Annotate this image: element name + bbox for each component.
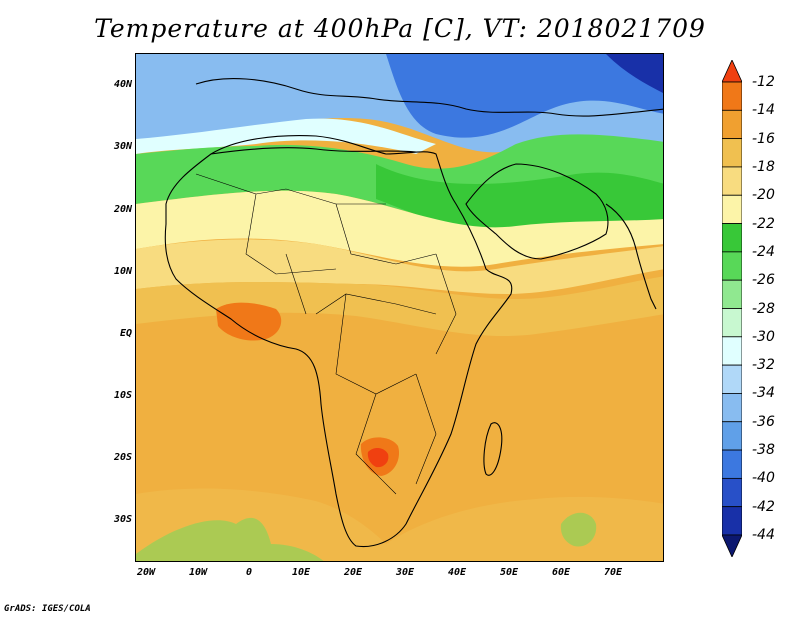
colorbar-box xyxy=(722,336,742,366)
field-hot-center xyxy=(367,448,389,468)
lat-tick-eq: EQ xyxy=(119,328,132,339)
lon-tick-60e: 60E xyxy=(551,567,571,578)
lat-tick-10s: 10S xyxy=(113,390,132,401)
lat-tick-40n: 40N xyxy=(113,79,132,90)
country-borders xyxy=(195,173,457,495)
chart-title: Temperature at 400hPa [C], VT: 201802170… xyxy=(94,14,706,43)
colorbar-box xyxy=(722,251,742,281)
colorbar-label: -14 xyxy=(752,102,775,119)
field-yellow-south xyxy=(136,488,663,561)
colorbar-label: -36 xyxy=(752,413,775,430)
field-paleyellow xyxy=(136,190,663,267)
colorbar-box xyxy=(722,308,742,338)
colorbar-box xyxy=(722,421,742,451)
colorbar-box xyxy=(722,477,742,508)
field-corner-navy xyxy=(606,54,663,93)
colorbar-label: -32 xyxy=(752,357,775,374)
field-north-darkblue xyxy=(386,54,663,138)
lon-tick-30e: 30E xyxy=(395,567,415,578)
colorbar-label: -34 xyxy=(752,385,775,402)
madagascar-coast xyxy=(483,422,503,476)
colorbar-label: -16 xyxy=(752,130,775,147)
colorbar-label: -26 xyxy=(752,272,775,289)
lon-tick-40e: 40E xyxy=(447,567,467,578)
colorbar-label: -18 xyxy=(752,158,775,175)
lon-tick-20w: 20W xyxy=(136,567,156,578)
lat-tick-20n: 20N xyxy=(113,204,132,215)
colorbar-label: -42 xyxy=(752,498,775,515)
lon-tick-20e: 20E xyxy=(343,567,363,578)
africa-coast xyxy=(164,135,513,548)
lon-tick-50e: 50E xyxy=(499,567,519,578)
lat-tick-30s: 30S xyxy=(113,514,132,525)
colorbar-box xyxy=(722,109,742,140)
colorbar-label: -28 xyxy=(752,300,775,317)
mediterranean-line xyxy=(210,147,417,155)
coastlines xyxy=(164,78,663,548)
colorbar-label: -44 xyxy=(752,527,775,543)
colorbar-box xyxy=(722,364,742,394)
colorbar-box xyxy=(722,194,742,224)
colorbar-label: -40 xyxy=(752,470,775,487)
colorbar-bottom-arrow xyxy=(722,534,742,557)
arabia-coast xyxy=(465,163,609,260)
temperature-map xyxy=(135,53,664,562)
colorbar-box xyxy=(722,449,742,479)
colorbar-box xyxy=(722,279,742,309)
colorbar-box xyxy=(722,138,742,168)
lon-tick-0: 0 xyxy=(245,567,253,578)
field-hot-westafrica xyxy=(216,302,282,341)
colorbar-box xyxy=(722,223,742,253)
lat-tick-10n: 10N xyxy=(113,266,132,277)
grads-credit: GrADS: IGES/COLA xyxy=(4,604,91,614)
field-lightorange xyxy=(136,276,663,336)
lat-tick-20s: 20S xyxy=(113,452,132,463)
colorbar-label: -20 xyxy=(752,187,775,204)
india-coast xyxy=(605,203,657,310)
lon-tick-10e: 10E xyxy=(291,567,311,578)
colorbar-box xyxy=(722,166,742,196)
colorbar-label: -24 xyxy=(752,243,775,260)
colorbar-box xyxy=(722,393,742,423)
colorbar-label: -22 xyxy=(752,215,775,232)
europe-coast xyxy=(195,78,663,117)
field-green-dark xyxy=(376,164,663,230)
lon-tick-70e: 70E xyxy=(603,567,623,578)
colorbar-label: -30 xyxy=(752,328,775,345)
colorbar xyxy=(722,60,742,557)
colorbar-top-arrow xyxy=(722,60,742,83)
colorbar-label: -38 xyxy=(752,442,775,459)
colorbar-label: -12 xyxy=(752,74,775,90)
colorbar-box xyxy=(722,506,742,536)
field-yellow xyxy=(136,239,663,294)
colorbar-box xyxy=(722,81,742,111)
lat-tick-30n: 30N xyxy=(113,141,132,152)
lon-tick-10w: 10W xyxy=(188,567,208,578)
